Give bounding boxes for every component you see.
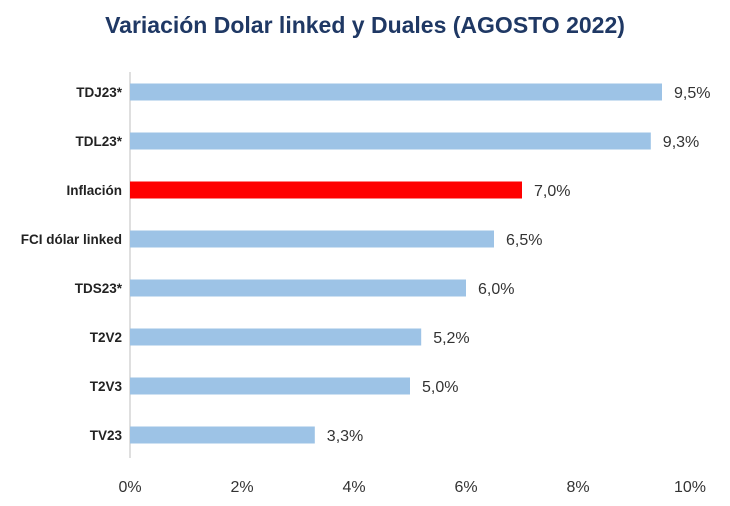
- data-label: 9,3%: [663, 134, 699, 151]
- category-label: T2V3: [90, 379, 123, 394]
- data-label: 6,5%: [506, 232, 542, 249]
- category-label: TDJ23*: [76, 85, 123, 100]
- category-label: TDL23*: [75, 134, 122, 149]
- data-label: 7,0%: [534, 183, 570, 200]
- bar: [130, 377, 410, 395]
- category-label: T2V2: [90, 330, 122, 345]
- x-tick-label: 0%: [118, 479, 141, 496]
- data-label: 5,0%: [422, 379, 458, 396]
- data-label: 5,2%: [433, 330, 469, 347]
- bar: [130, 132, 651, 150]
- category-label: FCI dólar linked: [21, 232, 122, 247]
- bar: [130, 83, 662, 101]
- bar: [130, 279, 466, 297]
- x-tick-label: 6%: [454, 479, 477, 496]
- x-tick-label: 4%: [342, 479, 365, 496]
- bar: [130, 181, 522, 199]
- x-tick-label: 8%: [566, 479, 589, 496]
- category-label: TV23: [90, 428, 123, 443]
- bar: [130, 426, 315, 444]
- category-label: TDS23*: [75, 281, 123, 296]
- chart-title: Variación Dolar linked y Duales (AGOSTO …: [105, 12, 625, 38]
- x-tick-label: 10%: [674, 479, 706, 496]
- data-label: 6,0%: [478, 281, 514, 298]
- bar: [130, 230, 494, 248]
- bar: [130, 328, 422, 346]
- data-label: 9,5%: [674, 85, 710, 102]
- x-tick-label: 2%: [230, 479, 253, 496]
- category-label: Inflación: [66, 183, 122, 198]
- data-label: 3,3%: [327, 428, 363, 445]
